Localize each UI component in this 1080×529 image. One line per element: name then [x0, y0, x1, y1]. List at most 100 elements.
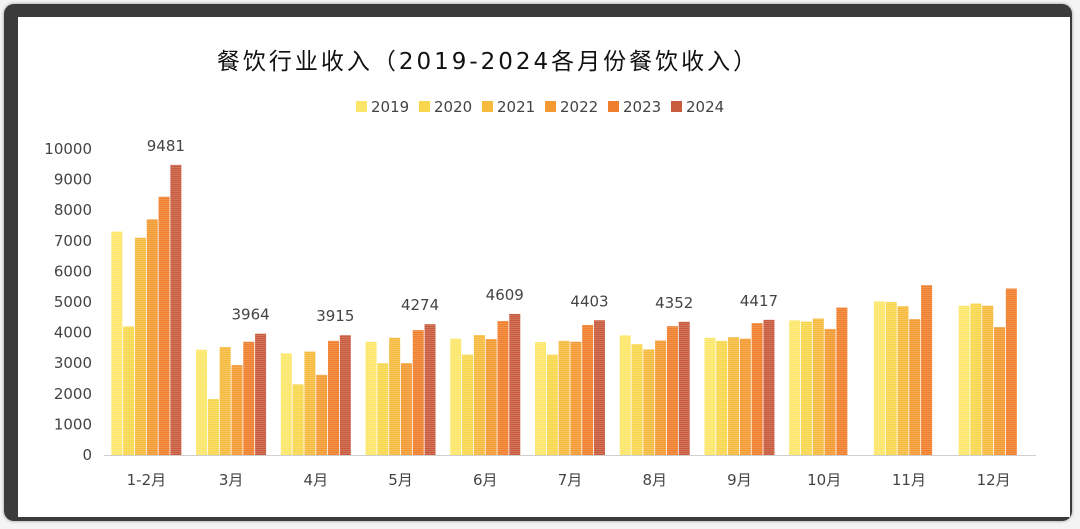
x-tick-label: 8月 — [642, 471, 667, 489]
legend-swatch-2019 — [356, 101, 367, 112]
x-tick-label: 11月 — [892, 471, 926, 489]
y-tick-label: 9000 — [54, 171, 92, 189]
data-labels-group: 9481 3964 3915 4274 4609 4403 4352 4417 — [147, 137, 778, 325]
x-tick-label: 1-2月 — [127, 471, 167, 489]
bar-texture-2022-10 — [994, 327, 1006, 455]
bar-texture-2019-5 — [535, 342, 546, 455]
bar-texture-2023-8 — [836, 307, 848, 455]
bar-texture-2024-7 — [763, 319, 775, 455]
data-label-2024: 9481 — [147, 137, 185, 155]
data-label-2024: 4417 — [740, 292, 778, 310]
bar-texture-2019-4 — [450, 338, 462, 455]
bar-texture-2023-4 — [497, 320, 509, 455]
x-tick-label: 10月 — [807, 471, 841, 489]
chart-frame: 餐饮行业收入（2019-2024各月份餐饮收入） 2019 2020 2021 202… — [4, 4, 1072, 521]
bar-texture-2021-0 — [134, 237, 146, 455]
bar-texture-2023-1 — [243, 341, 255, 455]
legend-swatch-2022 — [545, 101, 556, 112]
y-tick-label: 2000 — [54, 385, 92, 403]
chart-canvas: 餐饮行业收入（2019-2024各月份餐饮收入） 2019 2020 2021 202… — [44, 49, 1036, 489]
legend-label-2022: 2022 — [560, 98, 598, 116]
y-tick-label: 10000 — [44, 140, 92, 158]
bar-texture-2024-0 — [170, 164, 182, 455]
bar-texture-2020-9 — [885, 302, 897, 455]
bar-texture-2020-0 — [123, 326, 135, 455]
bar-texture-2022-1 — [231, 365, 243, 455]
chart-title: 餐饮行业收入（2019-2024各月份餐饮收入） — [217, 49, 759, 75]
bar-texture-2023-10 — [1005, 288, 1017, 455]
bar-texture-2020-4 — [462, 354, 474, 455]
bar-texture-2020-2 — [292, 384, 304, 455]
bar-texture-2020-1 — [207, 399, 219, 455]
data-label-2024: 3964 — [231, 306, 269, 324]
bar-texture-2024-6 — [678, 321, 690, 455]
x-tick-label: 7月 — [558, 471, 583, 489]
bar-texture-2021-4 — [473, 335, 485, 455]
bar-texture-2021-10 — [982, 305, 994, 455]
bar-texture-2021-7 — [728, 337, 740, 455]
x-tick-label: 5月 — [388, 471, 413, 489]
bar-texture-2021-5 — [558, 340, 570, 455]
x-tick-label: 6月 — [473, 471, 498, 489]
legend-label-2023: 2023 — [623, 98, 661, 116]
bar-texture-2022-6 — [655, 340, 667, 455]
bar-texture-2019-3 — [365, 341, 377, 455]
data-label-2024: 4274 — [401, 296, 439, 314]
bar-texture-2022-5 — [570, 341, 582, 455]
legend-label-2019: 2019 — [371, 98, 409, 116]
x-tick-label: 9月 — [727, 471, 752, 489]
bar-texture-2022-0 — [146, 219, 158, 455]
data-label-2024: 3915 — [316, 307, 354, 325]
bar-texture-2022-4 — [485, 339, 497, 455]
bar-texture-2022-9 — [909, 319, 921, 455]
bar-texture-2021-9 — [897, 306, 909, 455]
bar-texture-2020-5 — [546, 354, 558, 455]
bar-texture-2021-3 — [389, 337, 401, 455]
bar-texture-2023-5 — [582, 324, 594, 455]
x-tick-label: 12月 — [977, 471, 1011, 489]
bar-texture-2020-7 — [716, 340, 728, 455]
data-label-2024: 4403 — [570, 292, 608, 310]
y-tick-label: 4000 — [54, 324, 92, 342]
bar-texture-2023-0 — [158, 196, 170, 455]
y-tick-label: 3000 — [54, 354, 92, 372]
y-tick-label: 8000 — [54, 201, 92, 219]
x-tick-label: 3月 — [219, 471, 244, 489]
x-tick-label: 4月 — [304, 471, 329, 489]
bar-texture-2019-7 — [704, 337, 716, 455]
bar-texture-2024-3 — [424, 324, 436, 455]
bar-texture-2024-1 — [255, 333, 267, 455]
legend-label-2024: 2024 — [686, 98, 724, 116]
legend-swatch-2020 — [419, 101, 430, 112]
legend-swatch-2021 — [482, 101, 493, 112]
bar-texture-2020-3 — [377, 363, 389, 455]
bar-texture-2019-8 — [789, 320, 801, 455]
bar-texture-2023-9 — [921, 285, 933, 455]
bar-texture-2019-1 — [196, 349, 208, 455]
bar-texture-2023-3 — [412, 330, 424, 455]
chart-card: 餐饮行业收入（2019-2024各月份餐饮收入） 2019 2020 2021 202… — [18, 17, 1070, 517]
legend-swatch-2024 — [671, 101, 682, 112]
bar-texture-2023-2 — [328, 340, 340, 455]
legend-label-2020: 2020 — [434, 98, 472, 116]
bar-texture-2022-3 — [400, 363, 412, 455]
bar-texture-2024-2 — [339, 335, 351, 455]
data-label-2024: 4352 — [655, 294, 693, 312]
y-tick-label: 7000 — [54, 232, 92, 250]
legend: 2019 2020 2021 2022 2023 2024 — [356, 98, 724, 116]
x-axis: 1-2月 3月 4月 5月 6月 7月 8月 9月 10月 11月 12月 — [104, 455, 1036, 489]
bar-texture-2020-6 — [631, 344, 643, 455]
bar-texture-2019-6 — [619, 335, 631, 455]
bars-group — [111, 164, 1017, 455]
y-tick-label: 0 — [82, 446, 92, 464]
bar-texture-2020-8 — [800, 321, 812, 455]
bar-texture-2019-2 — [280, 353, 292, 455]
y-tick-label: 1000 — [54, 415, 92, 433]
bar-texture-2024-4 — [509, 313, 521, 455]
bar-texture-2021-1 — [219, 346, 231, 455]
bar-texture-2019-10 — [958, 305, 970, 455]
data-label-2024: 4609 — [486, 286, 524, 304]
bar-texture-2021-2 — [304, 351, 316, 455]
y-axis: 0 1000 2000 3000 4000 5000 6000 7000 8000 9000 100… — [44, 140, 92, 464]
bar-texture-2019-9 — [873, 301, 885, 455]
